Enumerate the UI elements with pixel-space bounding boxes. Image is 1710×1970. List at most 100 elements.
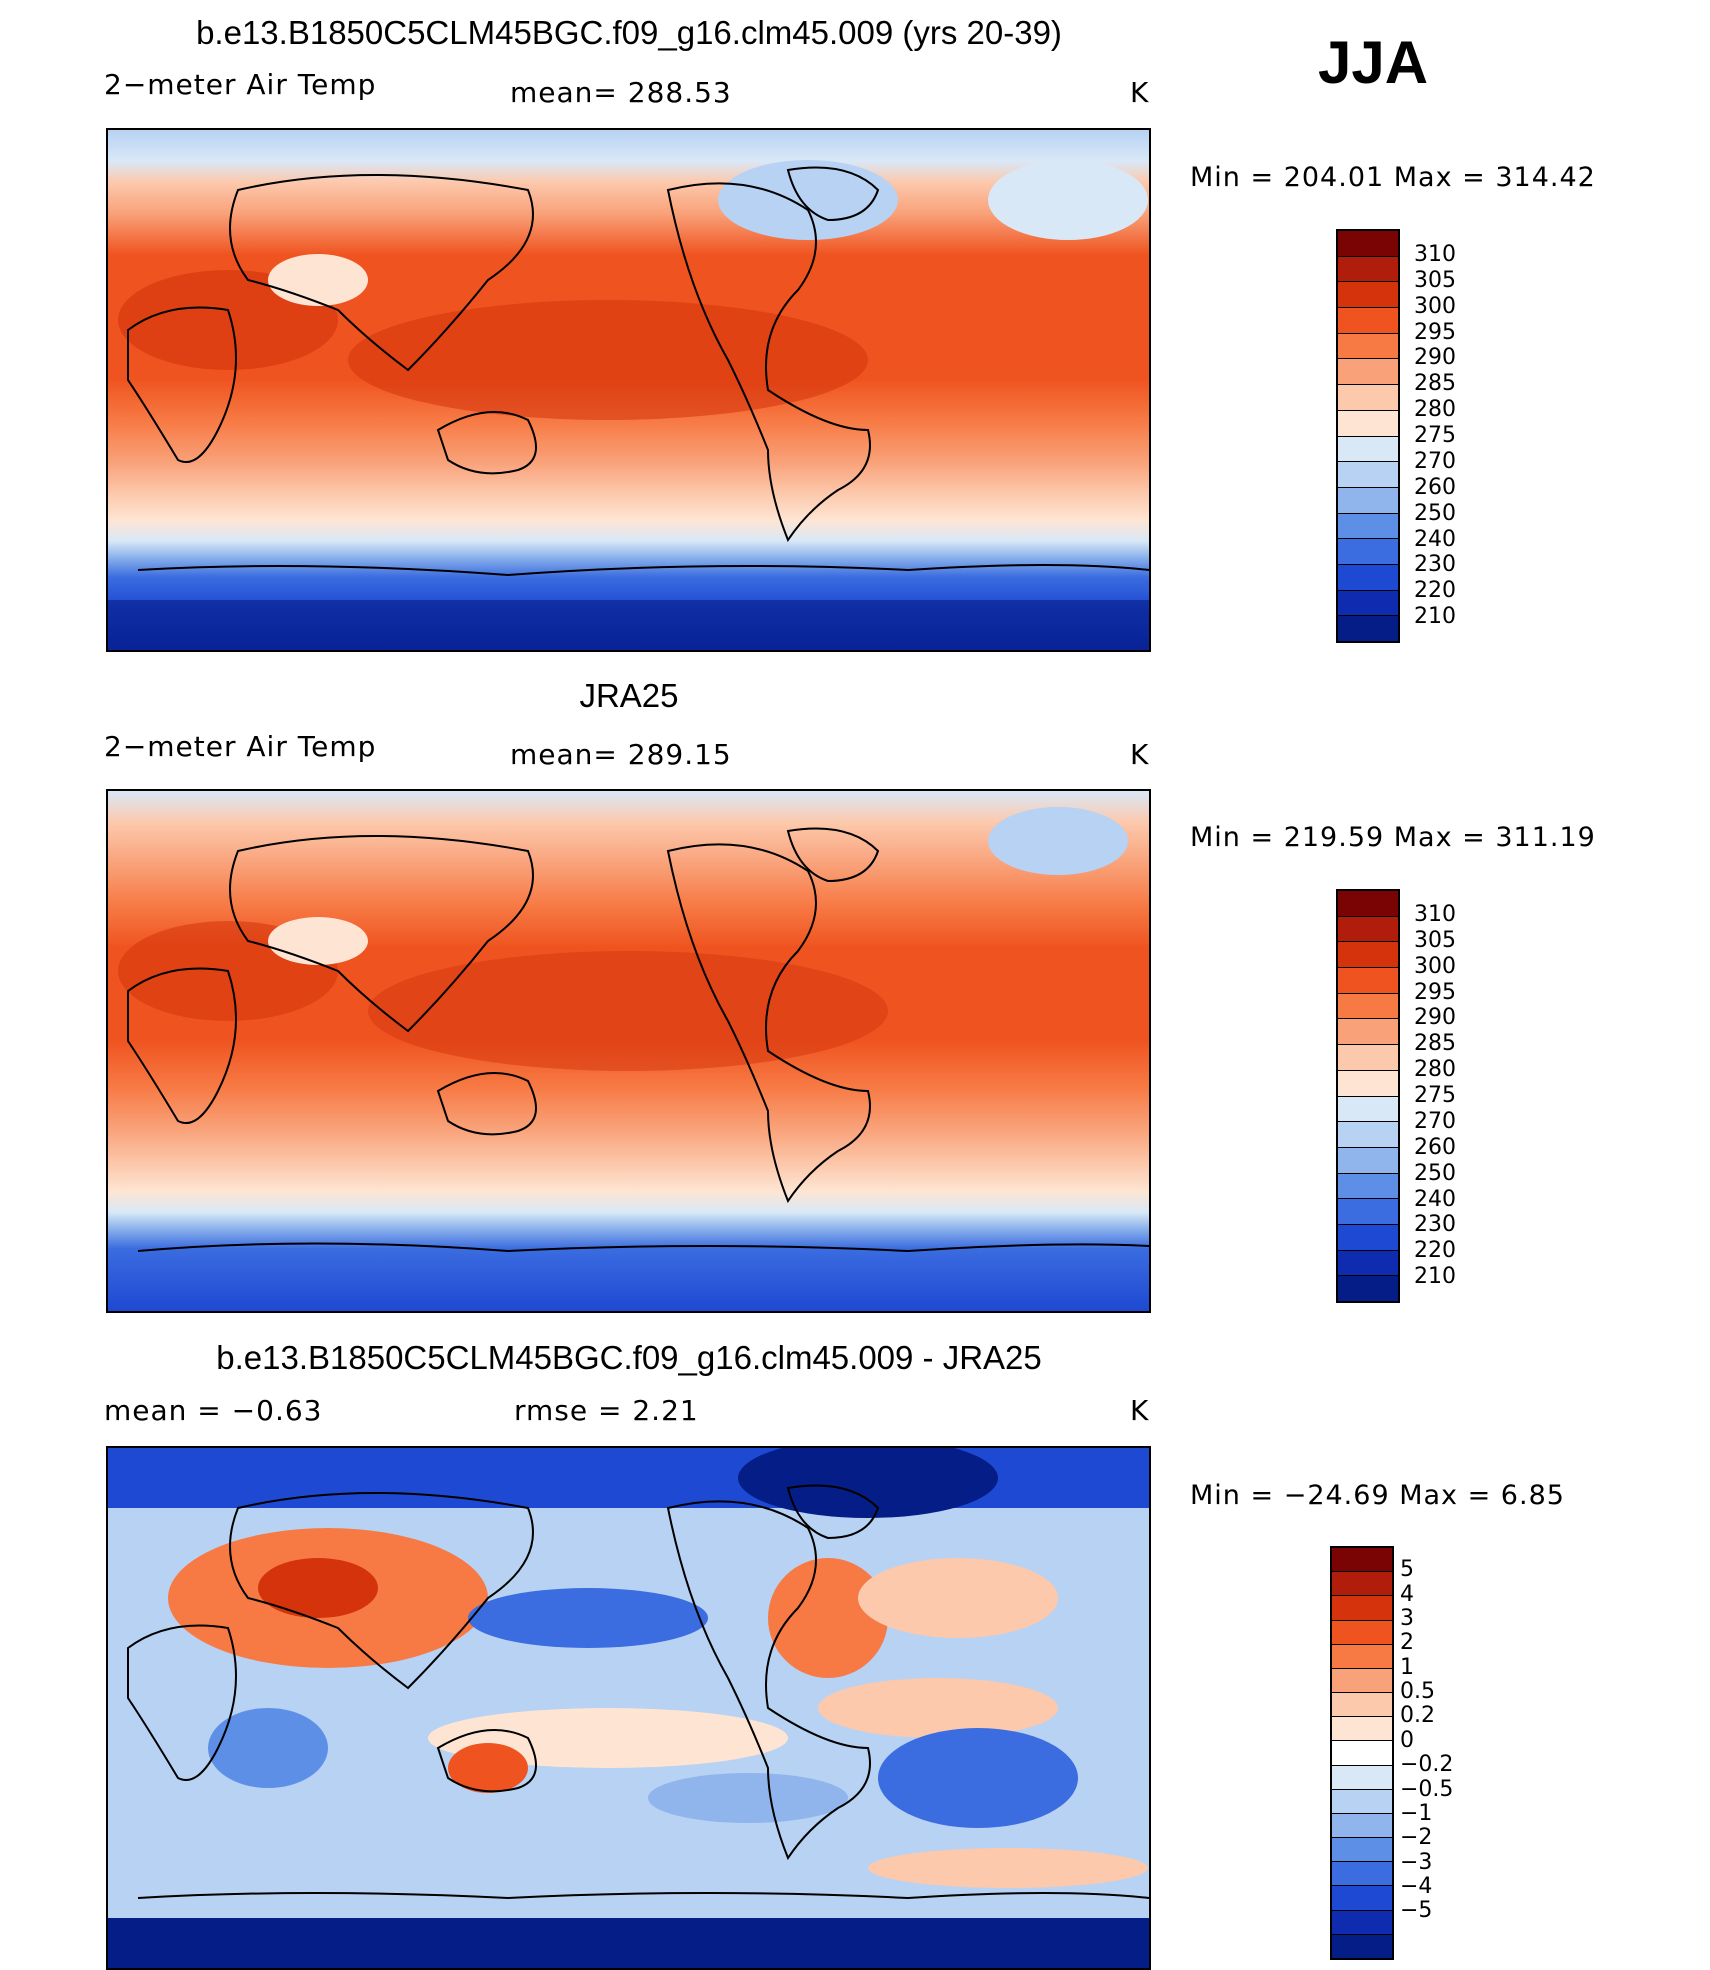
colorbar-tick-label: 280 — [1414, 397, 1456, 423]
colorbar-tick-label: 0.2 — [1400, 1703, 1435, 1729]
colorbar-segment — [1338, 1276, 1398, 1301]
colorbar-tick-label: 5 — [1400, 1557, 1414, 1583]
mean-label-model: mean= 288.53 — [510, 76, 732, 109]
colorbar-tick-label: 240 — [1414, 1186, 1456, 1212]
colorbar-segment — [1338, 513, 1398, 540]
colorbar-segment — [1338, 564, 1398, 591]
colorbar-model — [1336, 229, 1400, 643]
colorbar-tick-label: 280 — [1414, 1057, 1456, 1083]
colorbar-tick-label: −0.5 — [1400, 1776, 1454, 1802]
colorbar-tick-label: 295 — [1414, 979, 1456, 1005]
colorbar-segment — [1338, 1147, 1398, 1174]
colorbar-segment — [1338, 462, 1398, 488]
colorbar-segment — [1332, 1765, 1392, 1790]
units-label-diff: K — [1130, 1394, 1150, 1427]
colorbar-tick-label: 220 — [1414, 578, 1456, 604]
colorbar-segment — [1338, 282, 1398, 309]
colorbar-tick-label: 0 — [1400, 1727, 1414, 1753]
colorbar-tick-label: 250 — [1414, 1160, 1456, 1186]
colorbar-tick-label: 300 — [1414, 293, 1456, 319]
colorbar-tick-label: 275 — [1414, 1083, 1456, 1108]
colorbar-tick-label: 300 — [1414, 953, 1456, 979]
colorbar-tick-label: 290 — [1414, 345, 1456, 371]
colorbar-tick-label: 310 — [1414, 241, 1456, 267]
colorbar-tick-label: 285 — [1414, 371, 1456, 397]
colorbar-segment — [1338, 1199, 1398, 1225]
colorbar-tick-label: 210 — [1414, 1264, 1456, 1290]
colorbar-tick-label: 260 — [1414, 1134, 1456, 1160]
colorbar-tick-label: 310 — [1414, 901, 1456, 927]
colorbar-segment — [1338, 590, 1398, 617]
colorbar-segment — [1338, 1019, 1398, 1046]
colorbar-labels-diff: 5 4 3 2 1 0.5 0.2 0 −0.2 −0.5 −1 −2 −3 −4 −5 — [1400, 1546, 1530, 1960]
colorbar-segment — [1332, 1910, 1392, 1935]
colorbar-tick-label: −5 — [1400, 1898, 1433, 1924]
colorbar-segment — [1332, 1717, 1392, 1742]
variable-label-model: 2−meter Air Temp — [104, 68, 377, 101]
minmax-label-model: Min = 204.01 Max = 314.42 — [1190, 162, 1596, 193]
colorbar-segment — [1338, 359, 1398, 386]
map-model — [106, 128, 1151, 652]
colorbar-segment — [1338, 891, 1398, 917]
colorbar-tick-label: −0.2 — [1400, 1752, 1454, 1778]
colorbar-segment — [1338, 231, 1398, 257]
map-diff — [106, 1446, 1151, 1970]
colorbar-segment — [1338, 410, 1398, 437]
colorbar-tick-label: −3 — [1400, 1849, 1433, 1875]
colorbar-segment — [1338, 1096, 1398, 1123]
colorbar-tick-label: 270 — [1414, 448, 1456, 474]
colorbar-tick-label: 240 — [1414, 526, 1456, 552]
colorbar-tick-label: 290 — [1414, 1005, 1456, 1031]
season-label: JJA — [1318, 29, 1429, 96]
colorbar-segment — [1338, 487, 1398, 514]
minmax-label-diff: Min = −24.69 Max = 6.85 — [1190, 1480, 1565, 1511]
mean-label-diff: mean = −0.63 — [104, 1394, 323, 1427]
units-label-model: K — [1130, 76, 1150, 109]
colorbar-tick-label: 260 — [1414, 474, 1456, 500]
colorbar-segment — [1338, 1070, 1398, 1097]
colorbar-segment — [1332, 1813, 1392, 1839]
colorbar-tick-label: 250 — [1414, 500, 1456, 526]
minmax-label-obs: Min = 219.59 Max = 311.19 — [1190, 822, 1596, 853]
colorbar-segment — [1332, 1789, 1392, 1814]
colorbar-segment — [1338, 916, 1398, 943]
variable-label-obs: 2−meter Air Temp — [104, 730, 377, 763]
colorbar-segment — [1332, 1934, 1392, 1958]
colorbar-segment — [1332, 1862, 1392, 1887]
colorbar-segment — [1332, 1548, 1392, 1573]
colorbar-tick-label: 1 — [1400, 1654, 1414, 1680]
colorbar-segment — [1332, 1741, 1392, 1766]
colorbar-segment — [1338, 1173, 1398, 1200]
colorbar-tick-label: 275 — [1414, 423, 1456, 448]
temperature-field-model — [108, 130, 1149, 650]
colorbar-tick-label: 210 — [1414, 604, 1456, 630]
colorbar-tick-label: 2 — [1400, 1630, 1414, 1656]
temperature-difference-field — [108, 1448, 1149, 1968]
colorbar-tick-label: 285 — [1414, 1031, 1456, 1057]
colorbar-segment — [1332, 1668, 1392, 1694]
colorbar-tick-label: 230 — [1414, 552, 1456, 578]
colorbar-diff — [1330, 1546, 1394, 1960]
colorbar-tick-label: 4 — [1400, 1581, 1414, 1607]
colorbar-segment — [1338, 333, 1398, 360]
colorbar-segment — [1338, 308, 1398, 334]
colorbar-segment — [1332, 1572, 1392, 1597]
colorbar-obs — [1336, 889, 1400, 1303]
colorbar-segment — [1338, 1224, 1398, 1251]
colorbar-tick-label: −2 — [1400, 1825, 1433, 1851]
colorbar-tick-label: −1 — [1400, 1800, 1433, 1826]
temperature-field-obs — [108, 791, 1149, 1311]
colorbar-segment — [1332, 1886, 1392, 1911]
panel-title-model: b.e13.B1850C5CLM45BGC.f09_g16.clm45.009 … — [196, 14, 1062, 51]
panel-title-diff: b.e13.B1850C5CLM45BGC.f09_g16.clm45.009 … — [216, 1339, 1042, 1376]
panel-title-obs: JRA25 — [579, 677, 679, 714]
units-label-obs: K — [1130, 738, 1150, 771]
colorbar-segment — [1338, 968, 1398, 994]
colorbar-segment — [1332, 1693, 1392, 1718]
colorbar-segment — [1338, 993, 1398, 1020]
colorbar-tick-label: 270 — [1414, 1108, 1456, 1134]
colorbar-segment — [1338, 1122, 1398, 1148]
colorbar-tick-label: 220 — [1414, 1238, 1456, 1264]
colorbar-labels-obs: 310 305 300 295 290 285 280 275 270 260 250 240 230 2… — [1414, 889, 1534, 1303]
colorbar-tick-label: 3 — [1400, 1606, 1414, 1632]
